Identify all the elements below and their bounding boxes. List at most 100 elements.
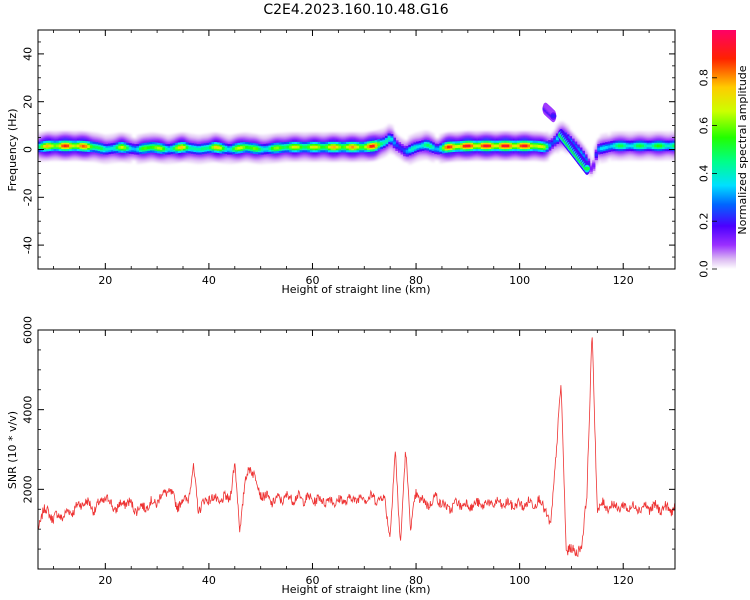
spectrogram-cell [473,144,477,148]
spectrogram-cell [434,147,438,151]
spectrogram-cell [221,147,226,150]
spectrogram-cell [610,144,614,148]
spectrogram-cell [664,144,668,148]
spectrogram-cell [239,146,244,150]
spectrogram-cell [348,145,352,149]
spectrogram-cell [369,144,373,148]
spectrogram-cell [43,144,47,148]
spectrogram-cell [470,144,474,148]
spectrogram-cell [517,144,521,148]
spectrogram-cell [102,147,106,151]
spectrogram-cell [307,145,311,149]
spectrogram-cell [483,144,487,148]
spectrogram-cell [294,145,298,149]
spectrogram-cell [40,145,44,149]
spectrogram-cell [299,145,303,149]
spectrogram-cell [599,147,604,151]
spectrogram-cell [107,147,112,151]
spectrogram-cell [574,145,578,149]
spectrogram-cell [283,145,288,149]
spectrogram-cell [167,147,171,151]
spectrogram-cell [465,144,469,148]
spectrogram-cell [157,146,161,150]
spectrogram-cell [576,148,580,152]
colorbar-tick-label: 0.4 [698,165,711,183]
snr-frame [38,330,675,569]
x-tick-label: 80 [409,274,423,287]
spectrogram-layer [38,134,675,171]
spectrogram-streak [550,114,557,118]
spectrogram-cell [491,144,495,148]
spectrogram-cell [618,144,622,148]
spectrogram-cell [392,141,396,145]
spectrogram-cell [498,144,503,148]
spectrogram-cell [633,144,637,148]
spectrogram-cell [94,145,99,149]
spectrogram-cell [63,144,68,148]
spectrogram-cell [338,145,342,149]
spectrogram-cell [149,145,153,149]
spectrogram-cell [643,144,648,148]
spectrogram-cell [522,144,526,148]
spectrogram-cell [379,142,383,146]
spectrogram-cell [646,144,650,148]
spectrogram-cell [462,144,466,148]
spectrogram-cell [372,144,376,148]
spectrogram-cell [151,145,156,149]
y-tick-label: -20 [22,188,35,206]
snr-x-label: Height of straight line (km) [281,583,430,596]
spectrogram-cell [405,149,409,153]
spectrogram-cell [53,144,57,148]
spectrogram-cell [92,145,96,149]
spectrogram-cell [623,144,627,148]
spectrogram-cell [278,146,283,150]
spectrogram-cell [506,144,510,148]
spectrogram-cell [540,145,544,149]
spectrogram-cell [651,144,655,148]
colorbar-tick-label: 0.0 [698,260,711,278]
spectrogram-y-ticks: -40 -20 0 20 40 [22,29,675,270]
spectrogram-cell [390,137,394,141]
spectrogram-cell [589,167,593,171]
spectrogram-cell [628,144,632,148]
spectrogram-cell [312,145,316,149]
spectrogram-cell [441,146,446,150]
spectrogram-cell [511,144,516,148]
spectrogram-cell [120,145,125,149]
spectrogram-cell [177,146,182,150]
spectrogram-cell [353,145,358,149]
spectrogram-cell [206,146,210,150]
spectrogram-cell [281,146,285,149]
spectrogram-cell [227,147,231,151]
spectrogram-x-ticks: 20 40 60 80 100 120 [53,30,676,287]
x-tick-label: 20 [98,274,112,287]
spectrogram-cell [247,146,251,150]
colorbar: 0.0 0.2 0.4 0.6 0.8 Normalized spectral ampl… [698,30,749,278]
spectrogram-cell [387,137,391,141]
spectrogram-cell [475,144,479,148]
spectrogram-cell [478,144,482,148]
spectrogram-cell [273,146,277,150]
spectrogram-cell [488,144,492,148]
spectrogram-cell [170,147,174,151]
spectrogram-cell [325,145,329,149]
spectrogram-cell [667,144,671,148]
spectrogram-cell [123,146,127,150]
spectrogram-cell [260,147,264,151]
spectrogram-cell [268,147,272,151]
y-tick-label: -40 [22,236,35,254]
spectrogram-cell [509,144,513,148]
spectrogram-cell [172,147,176,150]
spectrogram-cell [361,145,365,149]
spectrogram-cell [110,147,114,150]
spectrogram-cell [263,147,267,151]
spectrogram-cell [460,144,464,148]
spectrogram-cell [76,144,81,148]
spectrogram-cell [237,146,241,150]
spectrogram-cell [198,147,202,151]
spectrogram-cell [289,145,293,149]
spectrogram-cell [452,145,456,149]
spectrogram-cell [229,147,233,151]
spectrogram-cell [410,147,415,151]
snr-x-ticks: 20 40 60 80 100 120 [53,330,676,587]
